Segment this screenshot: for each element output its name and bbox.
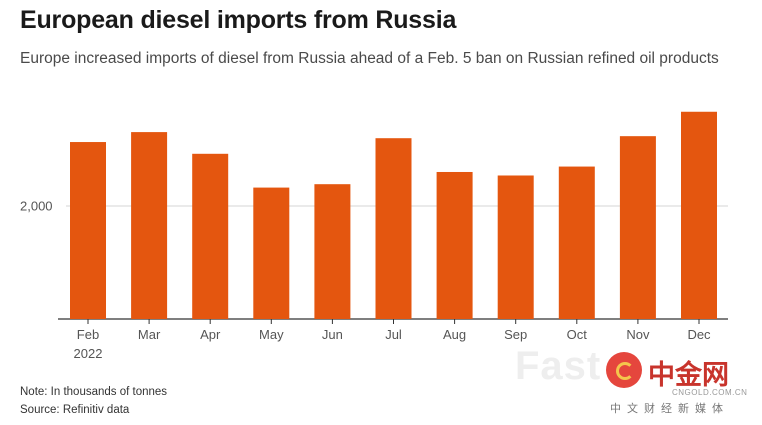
x-tick-label: Apr: [200, 327, 221, 342]
bar-may: [253, 187, 290, 319]
bar-feb: [70, 142, 106, 319]
x-tick-label: Oct: [567, 327, 588, 342]
watermark-text: Fast: [515, 344, 602, 388]
bar-layer: [70, 111, 717, 320]
bar-jul: [375, 138, 412, 319]
chart-source: Source: Refinitiv data: [20, 404, 130, 416]
x-tick-label: Feb: [77, 327, 99, 342]
y-tick-label: 2,000: [20, 199, 53, 214]
bar-oct: [558, 166, 595, 319]
x-tick-label: Nov: [626, 327, 650, 342]
bar-sep: [497, 175, 534, 319]
cngold-logo-icon: [606, 352, 642, 388]
x-tick-label: Jun: [322, 327, 343, 342]
chart-note: Note: In thousands of tonnes: [20, 386, 168, 398]
chart-title: European diesel imports from Russia: [20, 6, 457, 34]
bar-dec: [681, 111, 717, 320]
x-tick-sublabel: 2022: [74, 346, 103, 361]
bar-aug: [436, 171, 473, 319]
x-tick-label: Jul: [385, 327, 402, 342]
x-tick-label: Sep: [504, 327, 527, 342]
watermark-logo-subtitle: 中文财经新媒体: [610, 403, 729, 415]
bar-apr: [192, 153, 229, 319]
watermark-logo-url: CNGOLD.COM.CN: [672, 388, 748, 397]
x-tick-label: Mar: [138, 327, 161, 342]
label-layer: 2,000 Feb 2022 Mar Apr May Jun Jul Aug Sep Oct Nov D…: [20, 199, 711, 362]
x-tick-label: Aug: [443, 327, 466, 342]
chart-subtitle: Europe increased imports of diesel from …: [20, 50, 719, 67]
watermark-logo-text: 中金网: [648, 360, 729, 390]
bar-nov: [619, 136, 656, 319]
bar-mar: [131, 132, 168, 319]
x-tick-label: Dec: [687, 327, 711, 342]
bar-jun: [314, 184, 351, 319]
x-tick-label: May: [259, 327, 284, 342]
